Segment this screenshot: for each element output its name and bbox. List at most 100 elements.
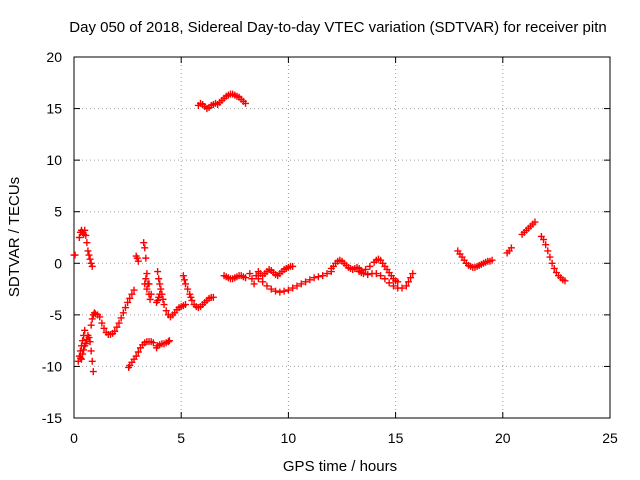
x-tick-label: 25 bbox=[602, 430, 618, 446]
y-tick-label: -5 bbox=[50, 307, 63, 323]
data-point bbox=[81, 226, 89, 234]
data-point bbox=[142, 275, 150, 283]
x-tick-label: 5 bbox=[177, 430, 185, 446]
data-point bbox=[140, 239, 148, 247]
data-point bbox=[75, 234, 83, 241]
data-series-s05 bbox=[87, 286, 138, 338]
data-point bbox=[276, 288, 284, 296]
data-point bbox=[242, 99, 250, 107]
data-point bbox=[385, 279, 393, 287]
data-point bbox=[141, 244, 149, 252]
data-point bbox=[209, 293, 217, 301]
data-point bbox=[179, 272, 187, 280]
data-series-s19 bbox=[357, 255, 402, 286]
data-point bbox=[88, 315, 96, 323]
data-point bbox=[306, 276, 314, 284]
data-point bbox=[128, 290, 136, 298]
data-point bbox=[542, 241, 550, 249]
x-tick-label: 15 bbox=[388, 430, 404, 446]
y-tick-label: 15 bbox=[46, 101, 62, 117]
data-point bbox=[409, 270, 417, 278]
data-point bbox=[79, 350, 87, 358]
data-series-s23 bbox=[537, 232, 569, 285]
x-tick-label: 20 bbox=[495, 430, 511, 446]
data-series-s22 bbox=[518, 218, 539, 238]
data-point bbox=[121, 304, 129, 312]
data-series-s10 bbox=[153, 337, 173, 352]
data-point bbox=[319, 272, 327, 280]
y-tick-label: -15 bbox=[42, 410, 62, 426]
data-point bbox=[366, 262, 374, 270]
data-point bbox=[87, 321, 95, 329]
data-point bbox=[124, 298, 132, 306]
data-point bbox=[372, 270, 380, 278]
data-series-s02 bbox=[75, 226, 96, 270]
tick-layer: 0 5 10 15 20 25 -15 -10 -5 0 5 10 15 20 bbox=[42, 49, 618, 446]
data-point bbox=[531, 218, 539, 226]
data-point bbox=[246, 270, 254, 278]
data-series-s11 bbox=[160, 301, 189, 321]
data-point bbox=[289, 262, 297, 270]
data-series-s08 bbox=[140, 239, 155, 303]
data-point bbox=[81, 326, 89, 334]
data-point bbox=[83, 239, 91, 247]
data-point bbox=[180, 276, 188, 284]
data-point bbox=[82, 340, 90, 348]
data-point bbox=[145, 280, 153, 288]
data-point bbox=[364, 271, 372, 279]
data-point bbox=[561, 277, 569, 285]
data-point bbox=[146, 295, 154, 303]
data-series-s15 bbox=[246, 262, 297, 288]
data-point bbox=[132, 352, 140, 360]
plot-frame bbox=[73, 56, 611, 419]
data-layer bbox=[70, 90, 569, 376]
data-point bbox=[71, 251, 79, 259]
data-point bbox=[162, 307, 170, 315]
data-point bbox=[119, 309, 127, 317]
data-point bbox=[126, 294, 134, 302]
x-tick-label: 10 bbox=[281, 430, 297, 446]
data-point bbox=[154, 296, 162, 304]
data-point bbox=[398, 284, 406, 292]
data-point bbox=[293, 282, 301, 290]
data-point bbox=[394, 278, 402, 286]
data-point bbox=[263, 282, 271, 290]
data-point bbox=[113, 323, 121, 331]
data-point bbox=[133, 254, 141, 262]
data-series-s01 bbox=[70, 251, 79, 259]
data-point bbox=[389, 282, 397, 290]
data-series-s18 bbox=[355, 268, 417, 292]
data-point bbox=[310, 274, 318, 282]
data-point bbox=[284, 286, 292, 294]
data-point bbox=[267, 285, 275, 293]
data-point bbox=[540, 236, 548, 244]
data-point bbox=[248, 275, 256, 283]
data-point bbox=[154, 268, 162, 276]
data-point bbox=[160, 301, 168, 309]
data-point bbox=[314, 273, 322, 281]
data-point bbox=[117, 314, 125, 322]
data-point bbox=[85, 334, 93, 342]
data-point bbox=[357, 269, 365, 277]
data-point bbox=[404, 278, 412, 286]
data-point bbox=[159, 295, 167, 303]
data-point bbox=[254, 275, 262, 283]
data-point bbox=[155, 293, 163, 301]
data-series-s06 bbox=[125, 338, 157, 371]
data-point bbox=[184, 285, 192, 293]
data-point bbox=[280, 287, 288, 295]
data-point bbox=[80, 346, 88, 354]
data-point bbox=[88, 357, 96, 365]
data-point bbox=[130, 286, 138, 294]
data-point bbox=[289, 284, 297, 292]
data-point bbox=[188, 296, 196, 304]
data-point bbox=[134, 257, 142, 265]
data-series-s13 bbox=[194, 90, 250, 113]
data-point bbox=[377, 272, 385, 280]
data-point bbox=[165, 337, 173, 345]
data-point bbox=[87, 347, 95, 355]
data-point bbox=[96, 313, 104, 321]
data-point bbox=[78, 355, 86, 363]
data-point bbox=[544, 247, 552, 255]
